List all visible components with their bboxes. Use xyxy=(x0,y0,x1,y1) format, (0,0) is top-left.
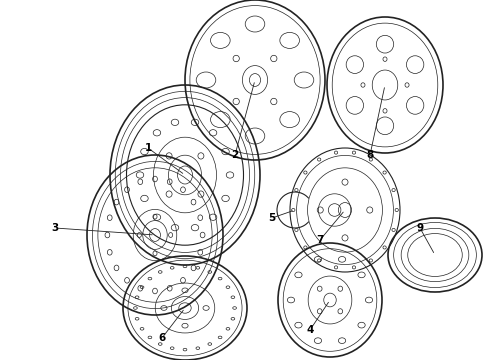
Text: 8: 8 xyxy=(367,150,373,160)
Text: 1: 1 xyxy=(145,143,151,153)
Text: 9: 9 xyxy=(416,223,423,233)
Text: 2: 2 xyxy=(231,150,239,160)
Text: 6: 6 xyxy=(158,333,166,343)
Text: 5: 5 xyxy=(269,213,275,223)
Text: 4: 4 xyxy=(306,325,314,335)
Text: 7: 7 xyxy=(317,235,324,245)
Text: 3: 3 xyxy=(51,223,59,233)
